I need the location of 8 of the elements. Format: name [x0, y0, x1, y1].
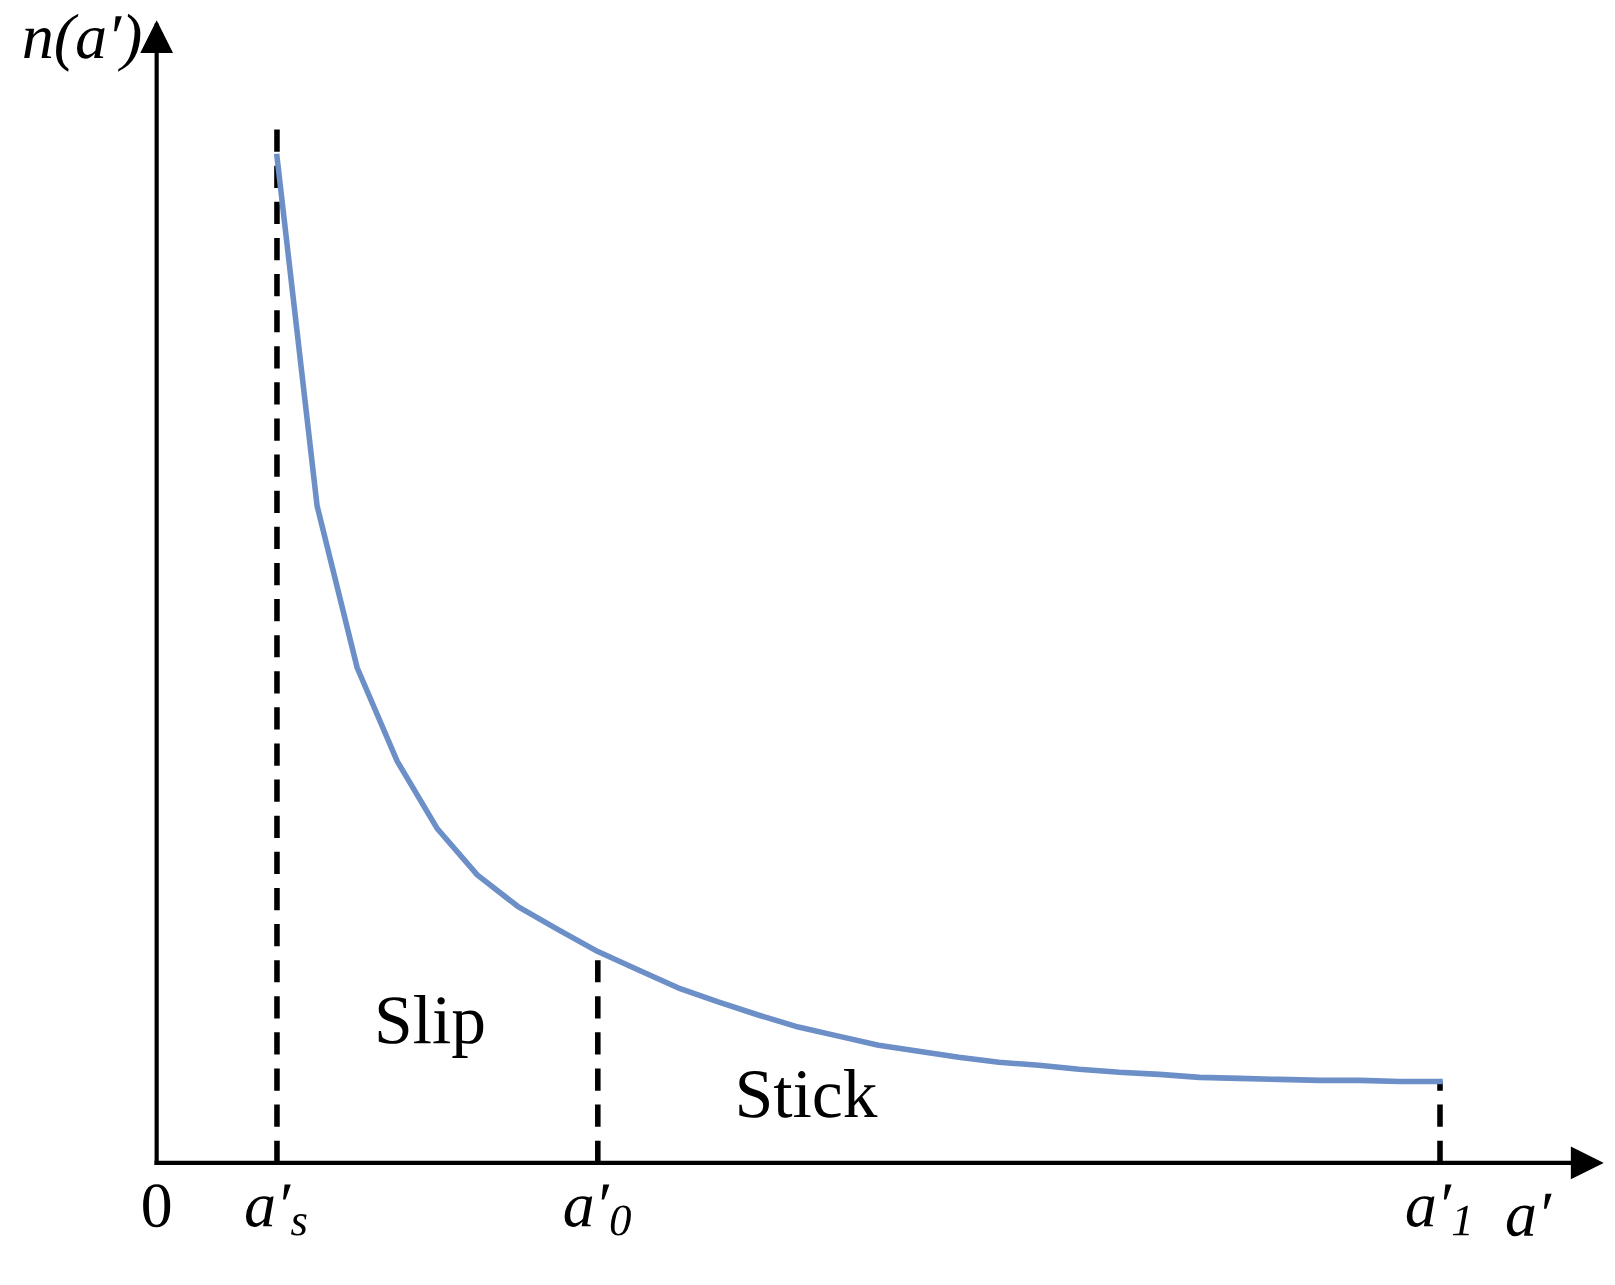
x-axis-title: a′ — [1506, 1193, 1552, 1237]
x-tick-label: 0 — [143, 1184, 171, 1228]
x-tick-label: a′$_{s}$ — [245, 1184, 307, 1236]
annotation: Stick — [739, 1068, 878, 1118]
x-tick-label: a′$_{0}$ — [564, 1184, 631, 1236]
annotation: Slip — [378, 994, 484, 1058]
x-tick-label: a′$_{1}$ — [1406, 1184, 1469, 1236]
y-axis-title: n(a′) — [24, 13, 141, 72]
